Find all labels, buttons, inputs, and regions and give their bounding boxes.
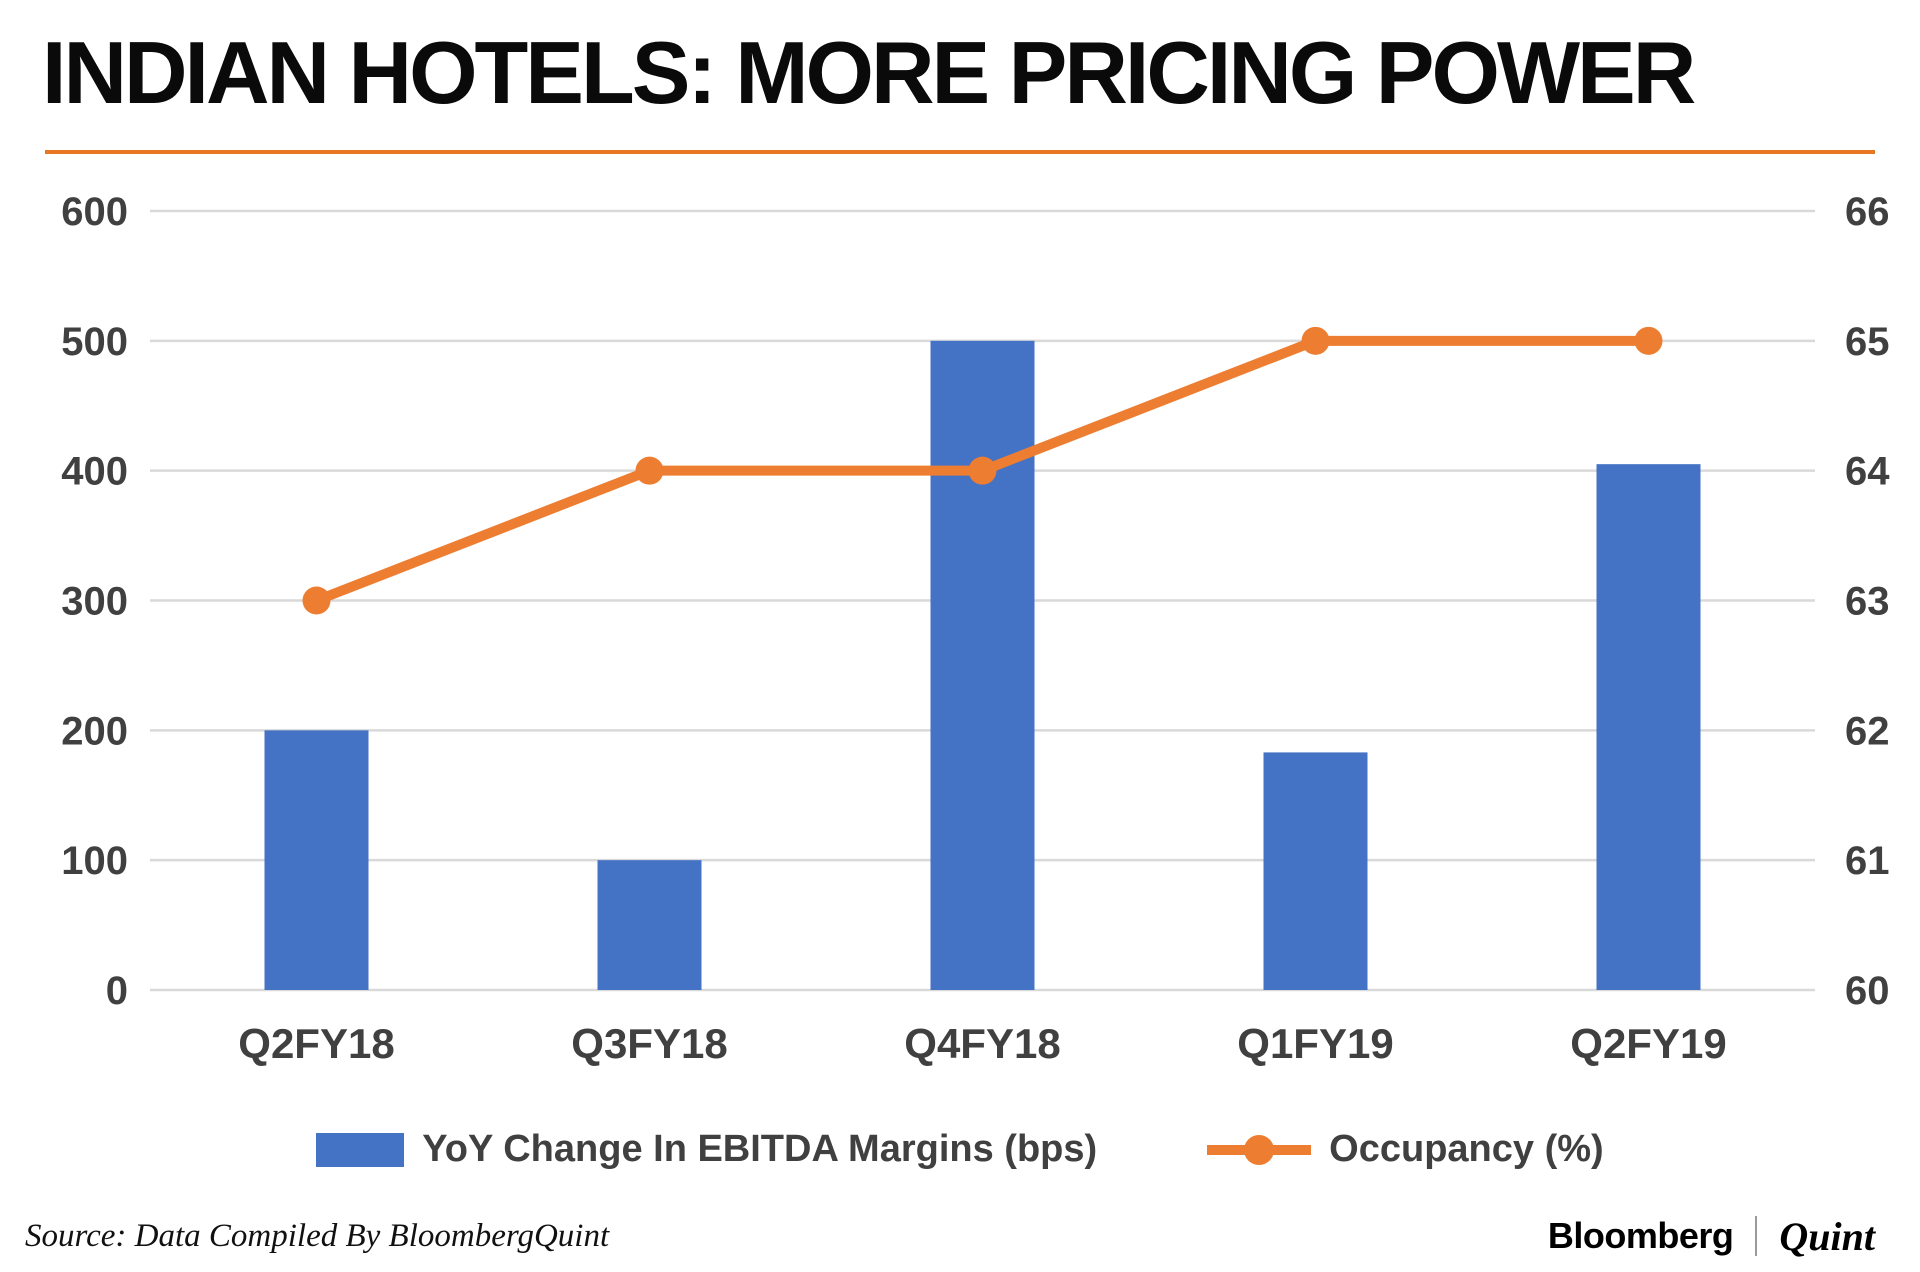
occupancy-marker-Q2FY18: [302, 586, 331, 615]
left-axis-tick: 500: [61, 320, 128, 364]
brand-divider: [1755, 1216, 1758, 1256]
legend-item-ebitda: YoY Change In EBITDA Margins (bps): [316, 1128, 1097, 1171]
legend-item-occupancy: Occupancy (%): [1207, 1128, 1604, 1171]
left-axis-tick: 0: [106, 969, 128, 1013]
page-title: INDIAN HOTELS: MORE PRICING POWER: [42, 23, 1696, 122]
title-accent-rule: [45, 150, 1875, 154]
bar-Q1FY19: [1263, 752, 1368, 990]
left-axis-tick: 400: [61, 450, 128, 494]
category-label: Q1FY19: [1237, 1020, 1393, 1067]
chart-legend: YoY Change In EBITDA Margins (bps) Occup…: [0, 1128, 1920, 1171]
occupancy-marker-Q2FY19: [1634, 326, 1663, 355]
line-legend-marker-icon: [1244, 1134, 1275, 1165]
category-labels: Q2FY18 Q3FY18 Q4FY18 Q1FY19 Q2FY19: [238, 1020, 1726, 1067]
category-label: Q2FY18: [238, 1020, 394, 1067]
right-axis-labels: 60 61 62 63 64 65 66: [1845, 190, 1890, 1013]
quint-wordmark: Quint: [1779, 1213, 1875, 1259]
bar-Q2FY19: [1596, 464, 1701, 990]
left-axis-tick: 300: [61, 580, 128, 624]
occupancy-marker-Q3FY18: [635, 456, 664, 485]
occupancy-marker-Q4FY18: [968, 456, 997, 485]
category-label: Q4FY18: [904, 1020, 1060, 1067]
brand-logo: Bloomberg Quint: [1548, 1213, 1875, 1260]
occupancy-line: [302, 326, 1663, 615]
category-label: Q3FY18: [571, 1020, 727, 1067]
bloomberg-wordmark: Bloomberg: [1547, 1215, 1734, 1256]
left-axis-tick: 100: [61, 839, 128, 883]
right-axis-tick: 62: [1845, 709, 1890, 753]
bar-Q4FY18: [930, 340, 1035, 990]
right-axis-tick: 65: [1845, 320, 1890, 364]
bar-Q3FY18: [597, 860, 702, 990]
right-axis-tick: 63: [1845, 580, 1890, 624]
right-axis-tick: 66: [1845, 190, 1890, 234]
line-legend-swatch: [1207, 1133, 1312, 1167]
footer: Source: Data Compiled By BloombergQuint …: [0, 1200, 1920, 1272]
right-axis-tick: 61: [1845, 839, 1890, 883]
ebitda-bars: [264, 340, 1701, 990]
category-label: Q2FY19: [1570, 1020, 1726, 1067]
left-axis-tick: 600: [61, 190, 128, 234]
legend-label-occupancy: Occupancy (%): [1329, 1128, 1604, 1170]
bar-Q2FY18: [264, 730, 369, 990]
left-axis-labels: 0 100 200 300 400 500 600: [61, 190, 128, 1013]
bar-legend-swatch: [316, 1132, 405, 1167]
left-axis-tick: 200: [61, 709, 128, 753]
right-axis-tick: 64: [1845, 450, 1890, 494]
right-axis-tick: 60: [1845, 969, 1890, 1013]
occupancy-marker-Q1FY19: [1301, 326, 1330, 355]
source-note: Source: Data Compiled By BloombergQuint: [25, 1217, 610, 1254]
legend-label-ebitda: YoY Change In EBITDA Margins (bps): [422, 1128, 1098, 1170]
